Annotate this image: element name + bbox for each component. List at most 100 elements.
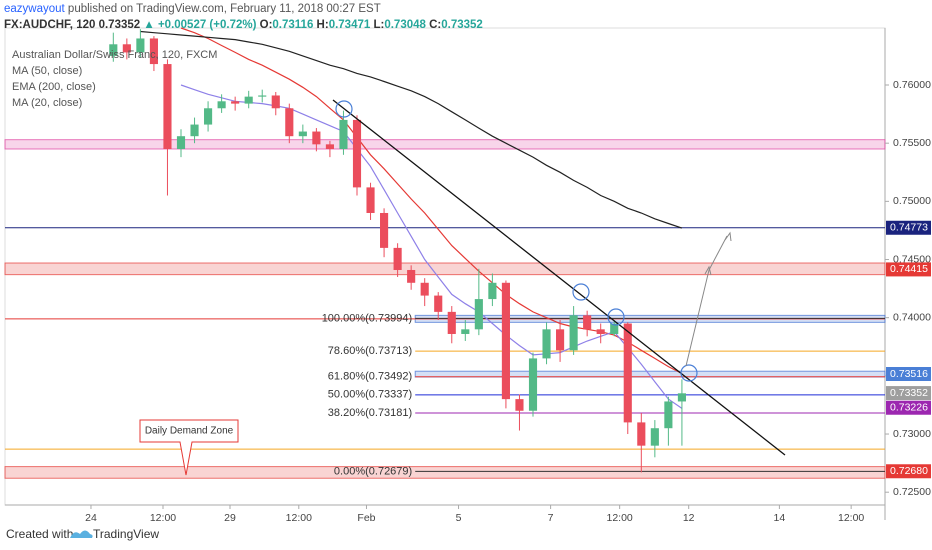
candle-body — [474, 299, 483, 330]
zone — [4, 262, 886, 276]
ohlc-value: 0.73352 — [441, 19, 483, 31]
candle-body — [677, 393, 686, 402]
candle-body — [204, 108, 213, 125]
candle-body — [583, 315, 592, 330]
candle-body — [407, 269, 416, 283]
x-tick-label: 7 — [548, 512, 554, 524]
x-tick-label: Feb — [357, 512, 375, 524]
price-tag — [886, 220, 931, 235]
ohlc-value: 0.73116 — [272, 19, 313, 31]
candle-body — [285, 108, 294, 137]
callout-text: Daily Demand Zone — [145, 426, 234, 437]
candle-body — [596, 329, 605, 334]
y-tick-label: 0.74500 — [893, 253, 931, 265]
brand-logo — [70, 530, 93, 538]
legend: Australian Dollar/Swiss Franc, 120, FXCM… — [12, 49, 217, 109]
fib-label: 78.60%(0.73713) — [328, 345, 412, 357]
candle-body — [664, 401, 673, 429]
x-tick-label: 12:00 — [150, 512, 176, 524]
candle-body — [271, 95, 280, 109]
projection-path — [685, 235, 728, 367]
candle-body — [515, 399, 524, 411]
swing-circle — [680, 364, 698, 382]
x-tick-label: 12 — [683, 512, 695, 524]
candle-body — [325, 144, 334, 149]
fib-label: 50.00%(0.73337) — [328, 389, 412, 401]
price-tag — [886, 262, 931, 277]
candle-body — [298, 131, 307, 137]
y-tick-label: 0.75500 — [893, 137, 931, 149]
x-tick-label: 12:00 — [286, 512, 312, 524]
candle-body — [569, 315, 578, 351]
symbol: FX:AUDCHF, 120 — [4, 19, 95, 31]
ohlc-key: C: — [429, 19, 441, 31]
candle-body — [366, 187, 375, 213]
price-tag — [886, 366, 931, 381]
candle-body — [190, 124, 199, 137]
callout-box — [139, 419, 239, 476]
ohlc-value: 0.73471 — [329, 19, 371, 31]
ohlc-key: L: — [373, 19, 384, 31]
ohlc-key: O: — [260, 19, 273, 31]
fib-label: 61.80%(0.73492) — [328, 371, 412, 383]
price-tag-label: 0.74773 — [890, 222, 928, 234]
swing-circle — [607, 308, 625, 326]
candle-body — [312, 131, 321, 145]
header-line: eazywayout published on TradingView.com,… — [4, 3, 381, 15]
x-tick-label: 14 — [774, 512, 786, 524]
fib-label: 38.20%(0.73181) — [328, 407, 412, 419]
swing-circle — [335, 100, 353, 118]
trend-line — [332, 99, 786, 456]
y-tick-label: 0.72500 — [893, 486, 931, 498]
y-tick-label: 0.73000 — [893, 428, 931, 440]
candle-body — [380, 212, 389, 248]
price-tag — [886, 386, 931, 401]
y-tick-label: 0.74000 — [893, 311, 931, 323]
arrow-head — [704, 265, 712, 276]
candle-body — [623, 323, 632, 423]
author: eazywayout — [4, 3, 66, 15]
price-tag — [886, 464, 931, 479]
price-tag-label: 0.73226 — [890, 402, 928, 414]
candle-body — [610, 323, 619, 334]
footer-text: Created with — [6, 527, 73, 541]
swing-circle — [572, 283, 590, 301]
candle-body — [447, 311, 456, 334]
price-tag-label: 0.72680 — [890, 465, 928, 477]
price-tag-label: 0.73352 — [890, 387, 928, 399]
price-tag-label: 0.74415 — [890, 263, 928, 275]
candle-body — [637, 422, 646, 446]
zone — [4, 466, 886, 479]
candle-body — [258, 95, 267, 97]
legend-entry: MA (50, close) — [12, 65, 82, 77]
x-tick-label: 24 — [85, 512, 97, 524]
candle-body — [461, 329, 470, 334]
candle-body — [488, 282, 497, 300]
footer: Created with TradingView — [6, 527, 159, 541]
arrow-head — [724, 231, 732, 242]
y-tick-label: 0.75000 — [893, 195, 931, 207]
chart-title: Australian Dollar/Swiss Franc, 120, FXCM — [12, 49, 217, 61]
candle-body — [542, 329, 551, 359]
drawings: Daily Demand Zone — [139, 99, 786, 476]
footer-brand: TradingView — [93, 527, 159, 541]
y-tick-label: 0.76000 — [893, 79, 931, 91]
legend-entry: MA (20, close) — [12, 97, 82, 109]
candle-body — [136, 38, 145, 53]
candle-body — [339, 119, 348, 149]
x-tick-label: 12:00 — [607, 512, 633, 524]
ohlc-value: 0.73048 — [384, 19, 426, 31]
candle-body — [528, 358, 538, 411]
candle-body — [420, 282, 429, 296]
candle-body — [393, 247, 402, 270]
candle-body — [231, 101, 240, 104]
candle-body — [244, 96, 253, 104]
candle-body — [217, 101, 226, 109]
candle-body — [122, 44, 131, 53]
header: eazywayout published on TradingView.com,… — [4, 3, 483, 31]
fib-label: 0.00%(0.72679) — [334, 465, 412, 477]
quote-line: FX:AUDCHF, 120 0.73352 ▲ +0.00527 (+0.72… — [4, 19, 483, 31]
candle-body — [352, 119, 362, 188]
x-tick-label: 12:00 — [838, 512, 864, 524]
